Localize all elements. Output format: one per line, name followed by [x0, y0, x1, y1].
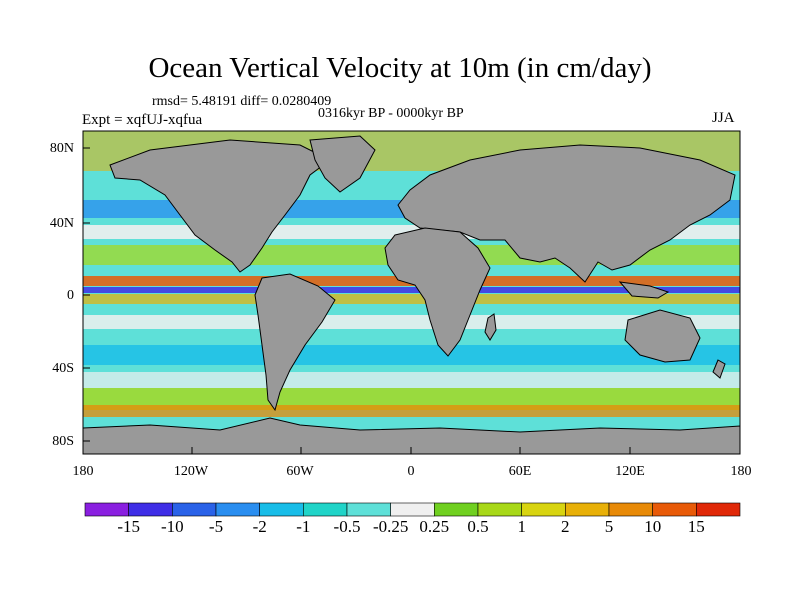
lat-tick-40n: 40N [49, 216, 74, 231]
colorbar-label: -15 [117, 517, 141, 536]
new-zealand [712, 359, 726, 379]
equator-south-band [83, 294, 740, 304]
colorbar-swatch [652, 502, 697, 517]
colorbar-label: 2 [561, 517, 570, 536]
colorbar-label: 10 [644, 517, 662, 536]
north-america [109, 139, 331, 273]
lon-tick-60w: 60W [286, 464, 314, 479]
colorbar-label: -0.25 [372, 517, 409, 536]
colorbar-label: 1 [517, 517, 526, 536]
antarctic-coast-band [83, 405, 740, 417]
period-label: 0316kyr BP - 0000kyr BP [318, 106, 464, 121]
map-panel [83, 131, 740, 454]
australia [624, 309, 701, 363]
colorbar-swatch [215, 502, 260, 517]
lon-tick-180e: 180 [730, 464, 752, 479]
lat-tick-0: 0 [67, 288, 74, 303]
lat-tick-40s: 40S [52, 361, 74, 376]
south-tropic-white-band [83, 315, 740, 329]
land-masses [83, 135, 740, 454]
colorbar-label: -2 [252, 517, 267, 536]
colorbar-label: 5 [604, 517, 614, 536]
lon-tick-180w: 180 [72, 464, 94, 479]
lon-tick-120w: 120W [173, 464, 209, 479]
colorbar-label: 0.25 [419, 517, 450, 536]
experiment-label: Expt = xqfUJ-xqfua [82, 112, 203, 128]
stats-label: rmsd= 5.48191 diff= 0.0280409 [152, 94, 332, 109]
colorbar-label: -5 [208, 517, 224, 536]
colorbar-swatch [434, 502, 479, 517]
lon-tick-0: 0 [407, 464, 415, 479]
lat-tick-80s: 80S [52, 434, 74, 449]
colorbar-swatch [390, 502, 435, 517]
colorbar-swatch [128, 502, 173, 517]
colorbar-label: -0.5 [333, 517, 361, 536]
africa [384, 227, 491, 357]
colorbar-swatch [696, 502, 741, 517]
colorbar-swatch [303, 502, 348, 517]
colorbar-label: 15 [687, 517, 705, 536]
antarctica [83, 417, 740, 454]
colorbar [84, 502, 741, 517]
colorbar-label: -1 [296, 517, 311, 536]
map-title: Ocean Vertical Velocity at 10m (in cm/da… [148, 52, 652, 84]
eurasia [397, 144, 736, 283]
colorbar-swatch [521, 502, 566, 517]
greenland [309, 135, 376, 193]
colorbar-swatch [346, 502, 391, 517]
lon-tick-60e: 60E [508, 464, 532, 479]
colorbar-swatch [84, 502, 129, 517]
colorbar-label: 0.5 [467, 517, 489, 536]
southern-ocean-band [83, 388, 740, 410]
madagascar [484, 313, 497, 341]
colorbar-swatch [477, 502, 522, 517]
colorbar-swatch [565, 502, 610, 517]
colorbar-label: -10 [160, 517, 184, 536]
map-ticks [82, 147, 741, 454]
colorbar-swatch [172, 502, 217, 517]
lon-tick-120e: 120E [615, 464, 645, 479]
season-label: JJA [712, 110, 735, 126]
colorbar-swatch [259, 502, 304, 517]
south-subtropic-band [83, 345, 740, 365]
lat-tick-80n: 80N [49, 141, 74, 156]
southern-white-band [83, 372, 740, 388]
south-america [254, 273, 336, 412]
indonesia [618, 281, 670, 299]
colorbar-swatch [608, 502, 653, 517]
equator-band [83, 287, 740, 293]
